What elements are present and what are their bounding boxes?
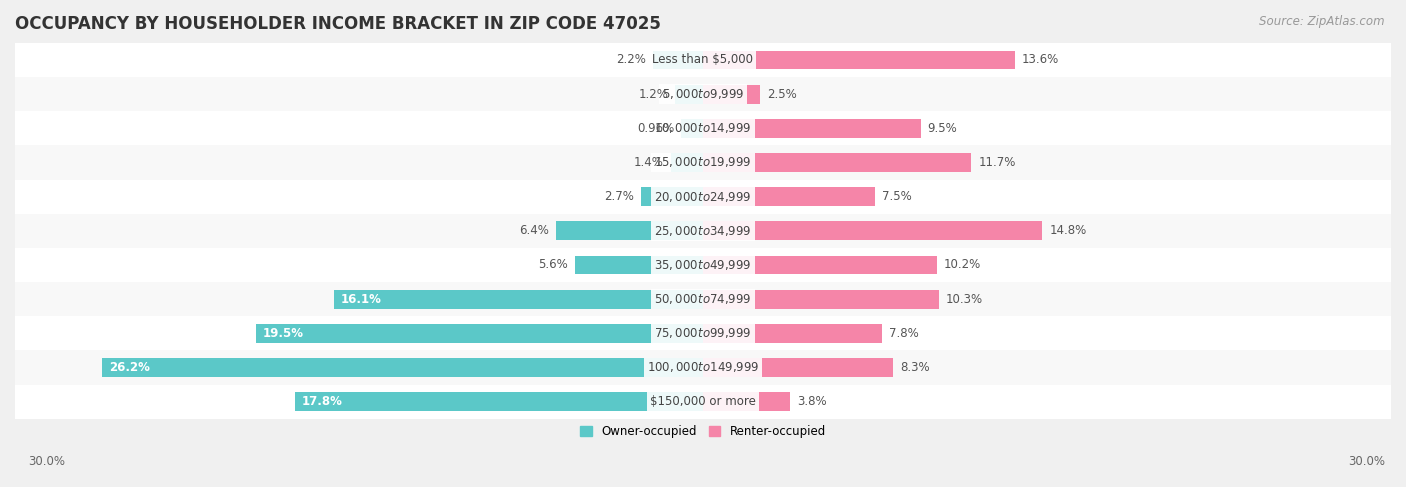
Bar bbox=[675, 85, 703, 104]
Text: 30.0%: 30.0% bbox=[1348, 454, 1385, 468]
Bar bbox=[15, 350, 1391, 385]
Text: 16.1%: 16.1% bbox=[340, 293, 381, 306]
Bar bbox=[15, 146, 1391, 180]
Bar bbox=[333, 290, 703, 308]
Bar bbox=[703, 153, 972, 172]
Bar bbox=[15, 282, 1391, 316]
Bar bbox=[557, 222, 703, 240]
Bar bbox=[703, 290, 939, 308]
Text: $10,000 to $14,999: $10,000 to $14,999 bbox=[654, 121, 752, 135]
Bar bbox=[703, 85, 761, 104]
Bar bbox=[671, 153, 703, 172]
Text: 9.5%: 9.5% bbox=[928, 122, 957, 135]
Bar bbox=[575, 256, 703, 274]
Text: 3.8%: 3.8% bbox=[797, 395, 827, 408]
Bar bbox=[15, 77, 1391, 111]
Text: 7.8%: 7.8% bbox=[889, 327, 918, 340]
Bar bbox=[703, 51, 1015, 69]
Text: $150,000 or more: $150,000 or more bbox=[650, 395, 756, 408]
Text: 2.7%: 2.7% bbox=[605, 190, 634, 203]
Bar bbox=[703, 222, 1042, 240]
Bar bbox=[15, 43, 1391, 77]
Bar bbox=[703, 256, 936, 274]
Bar bbox=[15, 248, 1391, 282]
Bar bbox=[641, 187, 703, 206]
Bar bbox=[15, 316, 1391, 350]
Bar bbox=[703, 187, 875, 206]
Bar bbox=[703, 392, 790, 411]
Text: 0.96%: 0.96% bbox=[637, 122, 673, 135]
Text: $15,000 to $19,999: $15,000 to $19,999 bbox=[654, 155, 752, 169]
Text: $100,000 to $149,999: $100,000 to $149,999 bbox=[647, 360, 759, 375]
Text: 1.2%: 1.2% bbox=[638, 88, 669, 101]
Bar bbox=[681, 119, 703, 138]
Bar bbox=[15, 214, 1391, 248]
Text: 19.5%: 19.5% bbox=[263, 327, 304, 340]
Bar bbox=[15, 385, 1391, 419]
Text: OCCUPANCY BY HOUSEHOLDER INCOME BRACKET IN ZIP CODE 47025: OCCUPANCY BY HOUSEHOLDER INCOME BRACKET … bbox=[15, 15, 661, 33]
Text: 7.5%: 7.5% bbox=[882, 190, 911, 203]
Text: 8.3%: 8.3% bbox=[900, 361, 929, 374]
Text: $5,000 to $9,999: $5,000 to $9,999 bbox=[662, 87, 744, 101]
Text: 10.3%: 10.3% bbox=[946, 293, 983, 306]
Text: 11.7%: 11.7% bbox=[979, 156, 1015, 169]
Bar bbox=[15, 180, 1391, 214]
Text: Less than $5,000: Less than $5,000 bbox=[652, 54, 754, 66]
Text: 2.2%: 2.2% bbox=[616, 54, 645, 66]
Bar bbox=[295, 392, 703, 411]
Text: $25,000 to $34,999: $25,000 to $34,999 bbox=[654, 224, 752, 238]
Text: 2.5%: 2.5% bbox=[768, 88, 797, 101]
Bar bbox=[703, 324, 882, 343]
Text: 30.0%: 30.0% bbox=[28, 454, 65, 468]
Bar bbox=[103, 358, 703, 377]
Text: 13.6%: 13.6% bbox=[1022, 54, 1059, 66]
Legend: Owner-occupied, Renter-occupied: Owner-occupied, Renter-occupied bbox=[575, 420, 831, 443]
Text: 17.8%: 17.8% bbox=[302, 395, 343, 408]
Bar bbox=[703, 358, 893, 377]
Text: $20,000 to $24,999: $20,000 to $24,999 bbox=[654, 189, 752, 204]
Bar bbox=[703, 119, 921, 138]
Text: 26.2%: 26.2% bbox=[110, 361, 150, 374]
Text: Source: ZipAtlas.com: Source: ZipAtlas.com bbox=[1260, 15, 1385, 28]
Bar bbox=[256, 324, 703, 343]
Text: $35,000 to $49,999: $35,000 to $49,999 bbox=[654, 258, 752, 272]
Text: $50,000 to $74,999: $50,000 to $74,999 bbox=[654, 292, 752, 306]
Bar bbox=[652, 51, 703, 69]
Bar bbox=[15, 111, 1391, 146]
Text: 5.6%: 5.6% bbox=[538, 259, 568, 271]
Text: 1.4%: 1.4% bbox=[634, 156, 664, 169]
Text: 6.4%: 6.4% bbox=[519, 225, 550, 237]
Text: $75,000 to $99,999: $75,000 to $99,999 bbox=[654, 326, 752, 340]
Text: 14.8%: 14.8% bbox=[1049, 225, 1087, 237]
Text: 10.2%: 10.2% bbox=[943, 259, 981, 271]
